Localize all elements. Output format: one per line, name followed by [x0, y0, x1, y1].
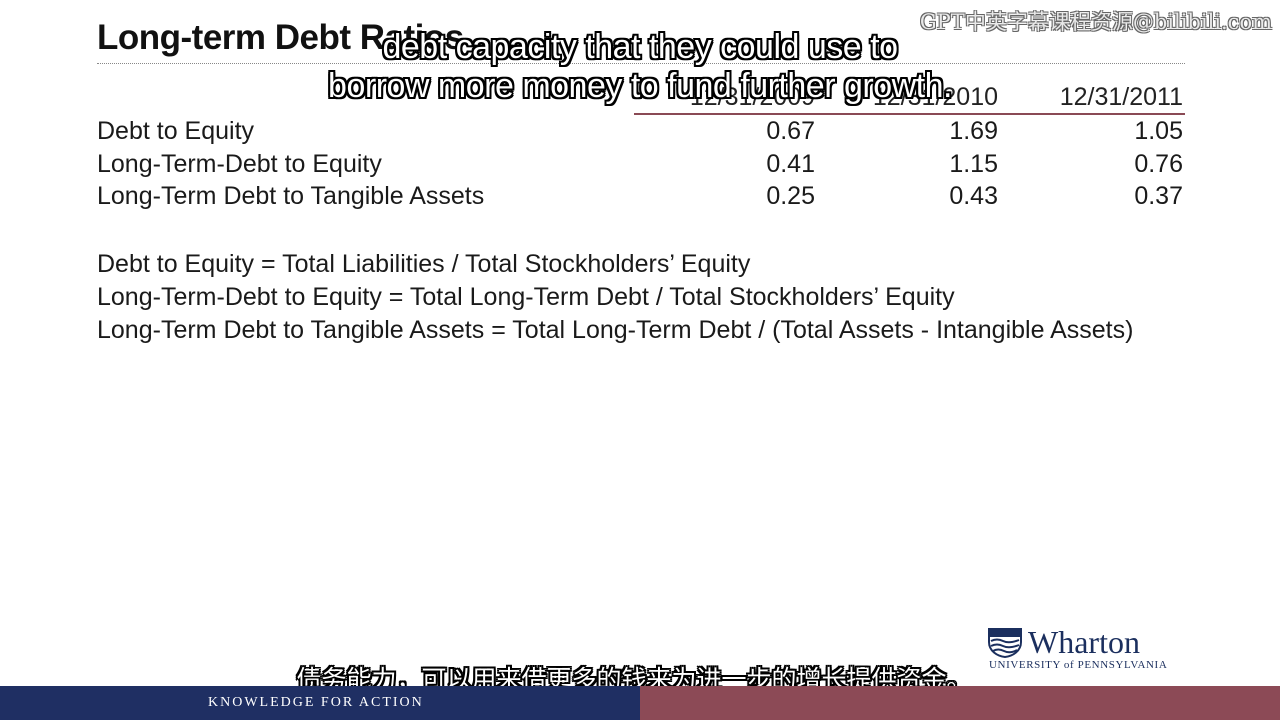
table-cell: 1.05	[1134, 117, 1183, 145]
logo-subtitle: UNIVERSITY of PENNSYLVANIA	[989, 659, 1168, 671]
formula-debt-to-equity: Debt to Equity = Total Liabilities / Tot…	[97, 250, 751, 278]
table-cell: 0.37	[1134, 182, 1183, 210]
row-label-long-term-debt-to-tangible-assets: Long-Term Debt to Tangible Assets	[97, 182, 485, 210]
column-header-2011: 12/31/2011	[1059, 83, 1183, 111]
slide-title: Long-term Debt Ratios	[97, 18, 464, 57]
footer-bar-navy	[0, 686, 640, 720]
watermark: GPT中英字幕课程资源@bilibili.com	[919, 10, 1272, 34]
footer-bar-maroon	[640, 686, 1280, 720]
table-cell: 0.25	[766, 182, 815, 210]
column-header-2010: 12/31/2010	[872, 83, 998, 111]
column-header-2009: 12/31/2009	[689, 83, 815, 111]
logo-wordmark: Wharton	[1028, 624, 1140, 660]
formula-long-term-debt-to-tangible-assets: Long-Term Debt to Tangible Assets = Tota…	[97, 316, 1134, 344]
footer-tagline: KNOWLEDGE FOR ACTION	[208, 695, 424, 710]
formula-long-term-debt-to-equity: Long-Term-Debt to Equity = Total Long-Te…	[97, 283, 955, 311]
table-cell: 1.69	[949, 117, 998, 145]
subtitle-english-line-1: debt capacity that they could use to	[382, 28, 898, 66]
header-underline	[634, 113, 1185, 115]
row-label-debt-to-equity: Debt to Equity	[97, 117, 255, 145]
table-cell: 0.41	[766, 150, 815, 178]
table-cell: 0.43	[949, 182, 998, 210]
penn-shield-icon	[988, 628, 1022, 658]
row-label-long-term-debt-to-equity: Long-Term-Debt to Equity	[97, 150, 382, 178]
subtitle-english-line-2: borrow more money to fund further growth…	[328, 67, 952, 105]
table-cell: 1.15	[949, 150, 998, 178]
table-cell: 0.76	[1134, 150, 1183, 178]
title-divider	[97, 63, 1185, 64]
wharton-logo: Wharton UNIVERSITY of PENNSYLVANIA	[988, 624, 1188, 673]
table-cell: 0.67	[766, 117, 815, 145]
